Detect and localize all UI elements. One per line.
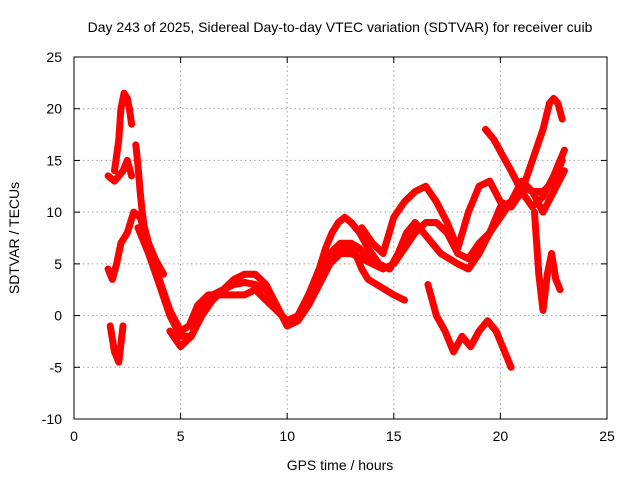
x-tick-label: 20: [493, 428, 509, 444]
y-tick-label: 5: [54, 256, 62, 272]
y-tick-label: 10: [46, 204, 62, 220]
y-tick-label: 0: [54, 308, 62, 324]
ticks: 0 5 10 15 20 25 -10 -5 0 5 10 15 20 25: [42, 49, 615, 444]
series-line-s4: [104, 208, 381, 335]
x-tick-label: 10: [279, 428, 295, 444]
plot-frame: [73, 56, 608, 420]
y-tick-label: -10: [42, 411, 62, 427]
x-tick-label: 25: [599, 428, 615, 444]
series-line-s2: [111, 89, 136, 175]
grid: [74, 57, 607, 419]
y-tick-label: 25: [46, 49, 62, 65]
y-axis-label: SDTVAR / TECUs: [6, 182, 22, 294]
x-tick-label: 5: [177, 428, 185, 444]
series-line-s12: [531, 208, 564, 314]
series-line-s11: [106, 322, 127, 366]
y-tick-label: 20: [46, 101, 62, 117]
y-tick-label: 15: [46, 152, 62, 168]
series-line-s1: [104, 156, 136, 185]
x-tick-label: 0: [70, 428, 78, 444]
series-group: [104, 89, 568, 371]
series-line-s10: [424, 281, 515, 371]
x-tick-label: 15: [386, 428, 402, 444]
series-line-s8: [358, 94, 566, 257]
y-tick-label: -5: [50, 359, 63, 375]
chart-title: Day 243 of 2025, Sidereal Day-to-day VTE…: [88, 19, 593, 35]
series-line-s9: [482, 125, 568, 211]
x-axis-label: GPS time / hours: [287, 457, 394, 473]
